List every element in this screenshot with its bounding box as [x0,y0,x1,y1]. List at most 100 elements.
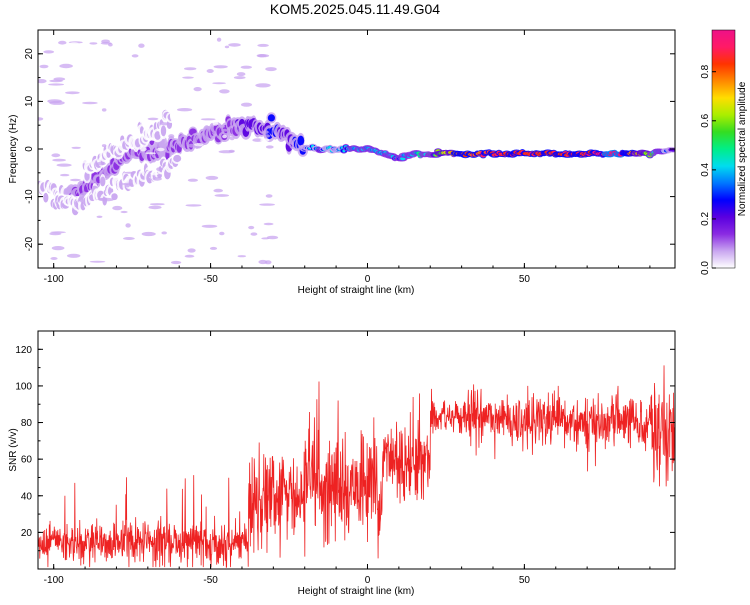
noise-speck [58,40,67,45]
noise-speck [149,203,165,206]
noise-speck [257,43,269,47]
noise-speck [65,91,80,95]
colorbar: 0.0 0.2 0.4 0.6 0.8 Normalized spectral ampl… [700,29,748,275]
y-tick-label: 100 [15,381,32,392]
noise-speck [224,87,234,90]
y-tick-label: -10 [24,189,35,204]
y-tick-label: 20 [21,528,33,539]
noise-speck [100,42,112,45]
spectrogram-ylabel: Frequency (Hz) [8,115,19,184]
noise-speck [227,198,243,203]
spectral-blob [154,131,161,140]
noise-speck [184,254,195,258]
noise-speck [152,177,162,181]
noise-speck [56,163,72,167]
noise-speck [221,233,235,237]
noise-speck [187,178,198,182]
noise-speck [200,118,216,121]
noise-speck [219,89,230,94]
x-tick-label: 50 [519,575,531,586]
noise-speck [103,119,116,124]
noise-speck [122,182,133,186]
spectral-blob [174,109,181,117]
noise-speck [50,257,58,260]
noise-speck [49,232,62,236]
x-tick-label: 50 [519,274,531,285]
noise-speck [222,134,228,139]
y-tick-label: 0 [24,146,35,152]
spectral-blob [173,154,182,163]
y-tick-label: -20 [24,237,35,252]
snr-data [38,365,675,568]
noise-speck [89,42,98,45]
noise-speck [220,125,225,128]
noise-speck [48,83,65,86]
y-tick-label: 80 [21,418,33,429]
x-tick-label: 0 [365,274,371,285]
noise-speck [212,82,226,85]
spectrogram-data [38,37,675,265]
noise-speck [213,188,223,193]
noise-speck [261,237,270,240]
noise-speck [219,231,225,236]
noise-speck [161,231,167,235]
noise-speck [263,134,270,138]
noise-speck [156,147,165,152]
noise-speck [70,178,81,182]
noise-speck [214,194,230,197]
noise-speck [94,73,103,78]
noise-speck [43,50,55,54]
noise-speck [38,60,43,63]
noise-speck [263,62,273,66]
noise-speck [59,63,73,69]
noise-speck [266,235,279,240]
noise-speck [49,100,65,105]
noise-speck [250,232,258,236]
y-tick-label: 10 [24,95,35,107]
noise-speck [122,237,135,240]
noise-speck [66,253,81,258]
noise-speck [39,64,49,69]
colorbar-tick-label: 0.2 [700,212,711,226]
x-tick-label: -100 [44,274,64,285]
y-tick-label: 60 [21,455,33,466]
noise-speck [240,102,253,107]
noise-speck [236,72,246,77]
noise-speck [263,222,274,226]
noise-speck [45,42,51,47]
spectral-blob [100,176,106,187]
spectral-blob [111,193,118,201]
noise-speck [206,69,214,73]
x-tick-label: 0 [365,575,371,586]
snr-panel: -100 -50 0 50 20 40 60 80 100 120 Height of strai… [8,330,676,597]
colorbar-tick-label: 0.4 [700,162,711,176]
noise-speck [260,138,270,142]
noise-speck [224,45,230,49]
noise-speck [248,225,255,230]
snr-ylabel: SNR (v/v) [8,428,19,471]
noise-speck [193,87,202,92]
noise-speck [141,231,156,237]
colorbar-ticks: 0.0 0.2 0.4 0.6 0.8 [700,64,716,275]
noise-speck [252,138,263,142]
noise-speck [222,128,228,132]
colorbar-tick-label: 0.0 [700,261,711,275]
noise-speck [184,67,197,71]
spectral-blob [160,125,167,137]
noise-speck [51,153,61,158]
noise-speck [52,158,66,162]
noise-speck [217,99,228,104]
noise-speck [82,101,98,105]
snr-frame [37,330,676,570]
noise-speck [97,197,108,201]
x-tick-label: -50 [203,575,218,586]
colorbar-tick-label: 0.6 [700,113,711,127]
noise-speck [120,210,128,214]
noise-speck [187,143,196,148]
spectral-blob [267,114,275,122]
colorbar-gradient [711,29,736,269]
noise-speck [190,46,203,50]
noise-speck [240,65,252,69]
colorbar-label: Normalized spectral amplitude [737,81,748,216]
